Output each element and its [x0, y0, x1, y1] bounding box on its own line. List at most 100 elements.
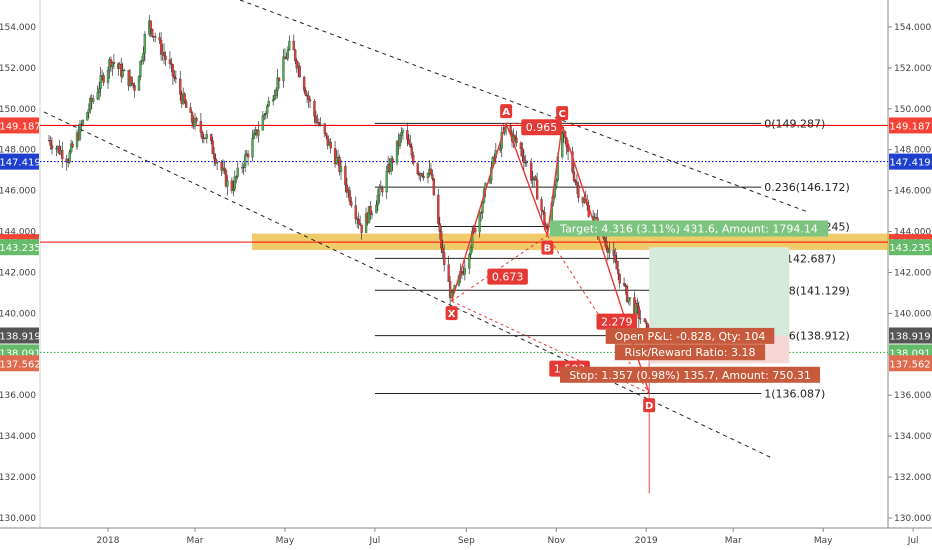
candle-down — [412, 154, 415, 164]
pattern-point-badge — [643, 398, 656, 413]
candle-down — [158, 37, 161, 41]
candle-down — [409, 144, 412, 147]
candle-up — [285, 58, 288, 60]
price-tag-right-label: 147.419 — [889, 158, 930, 169]
candle-up — [264, 113, 267, 115]
candle-up — [364, 213, 368, 233]
ratio-label: 0.673 — [492, 271, 524, 284]
candle-down — [350, 201, 353, 206]
x-tick-label: May — [276, 536, 295, 546]
candle-down — [323, 123, 326, 134]
candle-down — [391, 158, 394, 163]
candle-down — [577, 185, 580, 198]
candle-up — [98, 88, 101, 93]
candle-up — [401, 130, 405, 133]
candle-down — [534, 176, 537, 180]
candle-down — [173, 75, 176, 79]
profit-area[interactable] — [649, 247, 790, 336]
candle-up — [106, 70, 110, 83]
target-label: Target: 4.316 (3.11%) 431.6, Amount: 179… — [559, 222, 818, 235]
candle-down — [71, 143, 74, 147]
x-tick-label: May — [814, 536, 833, 546]
target-label-box[interactable] — [549, 220, 829, 237]
candle-down — [304, 90, 307, 96]
candle-up — [385, 170, 388, 193]
pattern-leg[interactable] — [505, 122, 549, 236]
candle-up — [87, 109, 90, 113]
candle-down — [170, 63, 173, 65]
candle-down — [326, 135, 329, 146]
candle-up — [463, 268, 466, 275]
price-tag-right-label: 149.187 — [889, 121, 930, 132]
candle-up — [335, 156, 338, 165]
ratio-badge — [596, 313, 637, 330]
upper-trendline[interactable] — [239, 0, 809, 213]
pattern-point-badge — [500, 104, 513, 119]
candle-down — [307, 95, 310, 100]
candle-up — [286, 49, 290, 59]
candle-down — [345, 184, 349, 193]
candle-down — [522, 156, 525, 163]
candle-down — [354, 205, 357, 219]
ratio-badge — [521, 119, 562, 136]
candle-down — [185, 101, 188, 108]
pnl-label-box[interactable] — [605, 327, 775, 344]
pattern-leg[interactable] — [546, 125, 563, 236]
trend-channel[interactable] — [43, 0, 809, 459]
candle-up — [81, 120, 85, 125]
candle-down — [381, 188, 384, 193]
candle-up — [235, 176, 238, 178]
candle-down — [637, 306, 640, 319]
candle-down — [379, 186, 382, 189]
candle-down — [574, 180, 577, 183]
candle-down — [313, 101, 316, 117]
horizontal-levels[interactable] — [40, 124, 888, 354]
pnl-label: Open P&L: -0.828, Qty: 104 — [615, 330, 766, 343]
candle-up — [272, 99, 275, 102]
candle-down — [162, 52, 166, 57]
candle-down — [618, 273, 621, 284]
candle-up — [370, 212, 374, 215]
price-tag-left-label: 143.235 — [0, 243, 41, 254]
candle-down — [220, 162, 223, 171]
candle-up — [378, 186, 381, 196]
candle-down — [359, 223, 362, 226]
pattern-leg[interactable] — [450, 122, 507, 302]
candle-down — [338, 157, 341, 172]
lower-trendline[interactable] — [43, 111, 773, 459]
candle-up — [561, 133, 564, 157]
candle-up — [68, 151, 71, 163]
candle-down — [645, 321, 648, 324]
price-tag-right-label: 137.562 — [889, 359, 930, 370]
candle-up — [389, 158, 393, 172]
candle-up — [450, 292, 453, 298]
position-tool[interactable]: Target: 4.316 (3.11%) 431.6, Amount: 179… — [549, 220, 829, 383]
price-tag-left-label: 147.419 — [0, 158, 41, 169]
candle-down — [603, 237, 607, 242]
candle-down — [432, 178, 436, 196]
candle-up — [92, 98, 95, 102]
candle-down — [448, 281, 452, 298]
stop-label-box[interactable] — [559, 366, 821, 383]
candle-down — [572, 171, 576, 181]
candle-down — [519, 142, 523, 149]
candle-down — [295, 60, 298, 69]
pattern-point-label: B — [544, 244, 552, 255]
y-tick-label-right: 152.000 — [894, 64, 931, 74]
candle-down — [543, 212, 546, 226]
risk-reward-label-box[interactable] — [614, 344, 766, 361]
candle-down — [214, 158, 217, 164]
candle-down — [130, 76, 133, 84]
candle-down — [636, 303, 639, 307]
candle-down — [344, 165, 347, 186]
candle-down — [183, 93, 186, 103]
candle-down — [50, 145, 54, 150]
y-tick-label-right: 134.000 — [894, 432, 931, 442]
price-tags: 149.187149.187147.419147.419143.484143.4… — [0, 117, 932, 372]
candle-up — [215, 162, 219, 164]
candle-up — [111, 62, 114, 67]
candle-down — [530, 162, 533, 181]
candle-down — [515, 137, 518, 144]
candle-down — [594, 217, 598, 219]
